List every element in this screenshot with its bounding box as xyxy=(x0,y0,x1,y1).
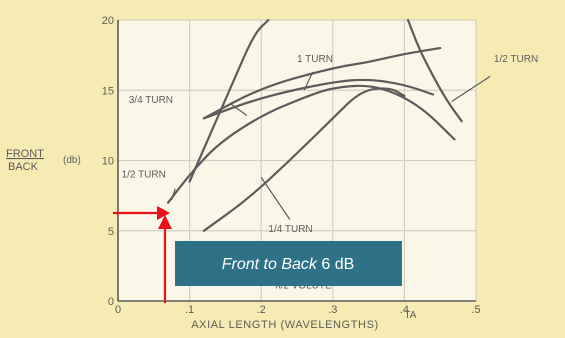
tick-labels: 0 .1 .2 .3 .4 .5 0 5 10 15 20 xyxy=(102,15,481,316)
series-line-unlabeled xyxy=(188,18,270,183)
series-lines xyxy=(167,18,463,232)
series-line-1-4-turn xyxy=(202,87,406,232)
label-leader xyxy=(451,75,491,102)
y-axis-label-front: FRONT xyxy=(6,148,44,160)
curve-label: TA xyxy=(404,310,416,321)
x-axis-label: AXIAL LENGTH (WAVELENGTHS) xyxy=(191,319,379,331)
callout-text-italic: Front to Back xyxy=(222,256,318,273)
x-tick-label: .1 xyxy=(185,304,194,316)
red-arrow-vertical-head xyxy=(158,215,172,229)
red-arrows xyxy=(113,206,172,303)
curve-label: 1/2 TURN xyxy=(494,54,538,65)
y-tick-label: 5 xyxy=(108,226,114,238)
curve-label: 1/2 TURN xyxy=(122,169,166,180)
curve-label: 1 TURN xyxy=(297,54,333,65)
curve-label: 3/4 TURN xyxy=(129,95,173,106)
x-tick-label: .5 xyxy=(471,304,480,316)
y-tick-label: 15 xyxy=(102,85,114,97)
y-axis-unit: (db) xyxy=(63,155,81,166)
y-tick-label: 20 xyxy=(102,15,114,27)
series-line-unlabeled xyxy=(406,18,463,123)
curve-label: 1/4 TURN xyxy=(268,224,312,235)
callout-text: Front to Back 6 dB xyxy=(222,256,355,273)
y-axis-label-back: BACK xyxy=(8,161,39,173)
callout-box xyxy=(175,241,402,286)
x-tick-label: 0 xyxy=(115,304,121,316)
series-line-1-turn xyxy=(202,47,442,120)
x-tick-label: .4 xyxy=(400,304,409,316)
label-leader xyxy=(260,177,291,220)
axes xyxy=(117,20,476,302)
callout-text-value: 6 dB xyxy=(321,256,354,273)
x-tick-label: .3 xyxy=(328,304,337,316)
front-to-back-callout: Front to Back 6 dB xyxy=(175,241,402,286)
label-leader xyxy=(171,188,176,201)
label-leader xyxy=(230,103,248,117)
x-tick-label: .2 xyxy=(257,304,266,316)
y-tick-label: 0 xyxy=(108,296,114,308)
series-line-1-2-turn xyxy=(167,84,456,204)
red-arrow-horizontal-head xyxy=(157,206,170,220)
y-tick-label: 10 xyxy=(102,156,114,168)
series-line-3-4-turn xyxy=(202,78,435,120)
label-leader xyxy=(303,71,314,91)
